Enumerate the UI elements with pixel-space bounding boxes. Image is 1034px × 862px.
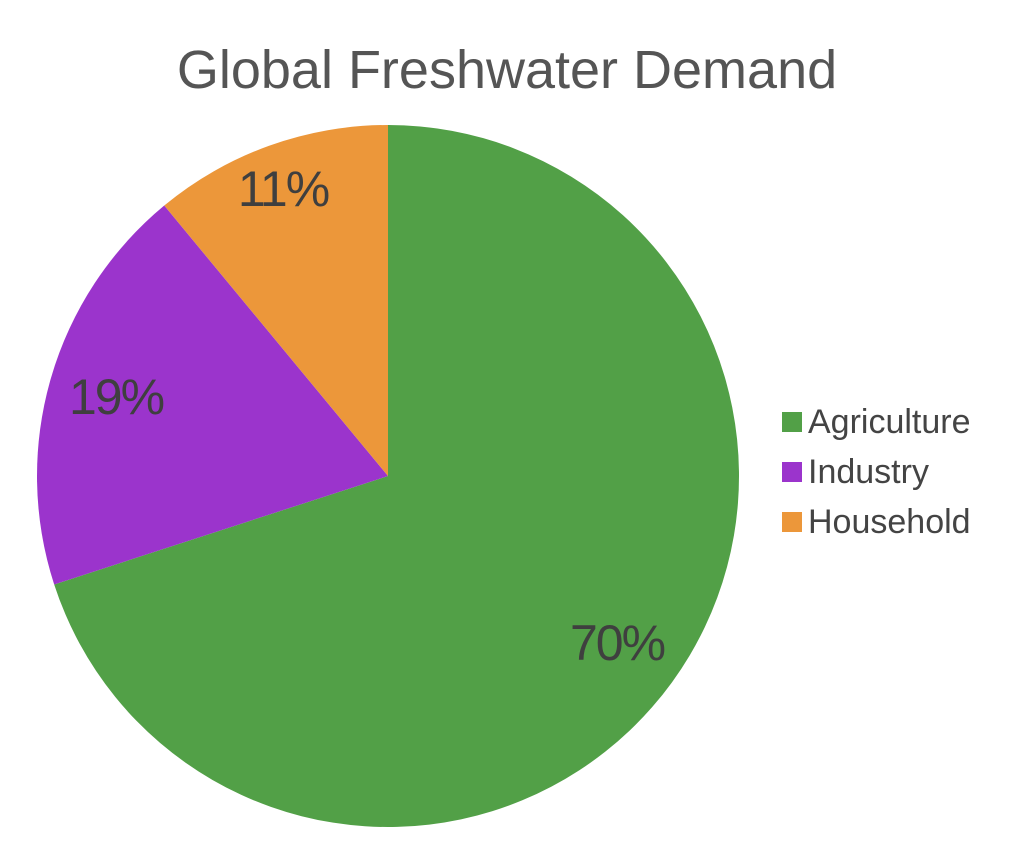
data-label-industry: 19% xyxy=(69,369,164,425)
legend-item-household: Household xyxy=(782,503,971,541)
pie-slice-agriculture xyxy=(54,125,740,828)
legend-label-household: Household xyxy=(808,503,971,541)
legend: Agriculture Industry Household xyxy=(782,403,971,541)
legend-swatch-industry xyxy=(782,462,802,482)
data-label-agriculture: 70% xyxy=(570,615,665,671)
legend-swatch-household xyxy=(782,512,802,532)
pie-slice-labels: 70% 19% 11% xyxy=(69,161,667,671)
legend-item-industry: Industry xyxy=(782,453,929,491)
pie-slices xyxy=(37,125,740,828)
legend-label-industry: Industry xyxy=(808,453,929,491)
legend-swatch-agriculture xyxy=(782,412,802,432)
chart-title: Global Freshwater Demand xyxy=(177,40,837,100)
legend-label-agriculture: Agriculture xyxy=(808,403,971,441)
data-label-household: 11% xyxy=(238,161,329,217)
pie-slice-household xyxy=(164,125,388,476)
legend-item-agriculture: Agriculture xyxy=(782,403,971,441)
pie-slice-industry xyxy=(37,205,389,585)
